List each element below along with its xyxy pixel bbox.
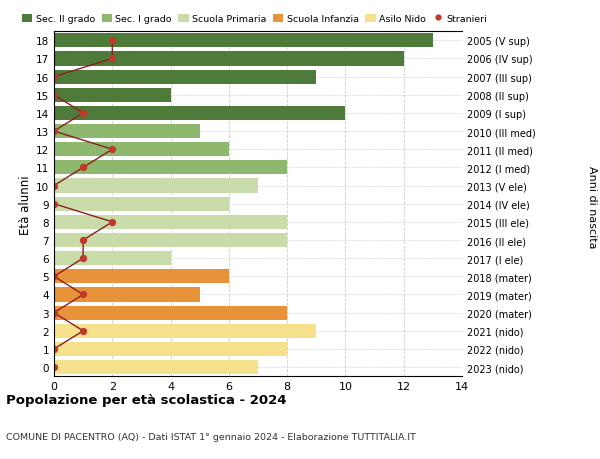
Point <box>79 291 88 298</box>
Point <box>49 346 59 353</box>
Legend: Sec. II grado, Sec. I grado, Scuola Primaria, Scuola Infanzia, Asilo Nido, Stran: Sec. II grado, Sec. I grado, Scuola Prim… <box>22 15 487 24</box>
Point <box>107 218 117 226</box>
Point <box>49 183 59 190</box>
Bar <box>54 306 287 320</box>
Text: COMUNE DI PACENTRO (AQ) - Dati ISTAT 1° gennaio 2024 - Elaborazione TUTTITALIA.I: COMUNE DI PACENTRO (AQ) - Dati ISTAT 1° … <box>6 431 416 441</box>
Bar <box>54 125 200 139</box>
Point <box>49 92 59 99</box>
Point <box>107 56 117 63</box>
Point <box>49 364 59 371</box>
Text: Popolazione per età scolastica - 2024: Popolazione per età scolastica - 2024 <box>6 393 287 406</box>
Bar <box>54 288 200 302</box>
Point <box>107 146 117 154</box>
Bar <box>54 324 316 338</box>
Bar <box>54 52 404 67</box>
Bar <box>54 70 316 84</box>
Point <box>49 201 59 208</box>
Point <box>49 309 59 317</box>
Bar <box>54 234 287 247</box>
Point <box>107 38 117 45</box>
Bar <box>54 179 258 193</box>
Bar <box>54 215 287 230</box>
Point <box>49 74 59 81</box>
Bar <box>54 270 229 284</box>
Bar <box>54 360 258 375</box>
Bar <box>54 143 229 157</box>
Bar <box>54 89 170 103</box>
Bar <box>54 342 287 356</box>
Bar <box>54 34 433 48</box>
Point <box>79 110 88 118</box>
Bar <box>54 161 287 175</box>
Bar <box>54 197 229 211</box>
Point <box>79 255 88 262</box>
Bar <box>54 252 170 266</box>
Text: Anni di nascita: Anni di nascita <box>587 165 597 248</box>
Point <box>79 237 88 244</box>
Y-axis label: Età alunni: Età alunni <box>19 174 32 234</box>
Point <box>79 327 88 335</box>
Point <box>49 273 59 280</box>
Point <box>79 164 88 172</box>
Bar <box>54 106 346 121</box>
Point <box>49 128 59 135</box>
